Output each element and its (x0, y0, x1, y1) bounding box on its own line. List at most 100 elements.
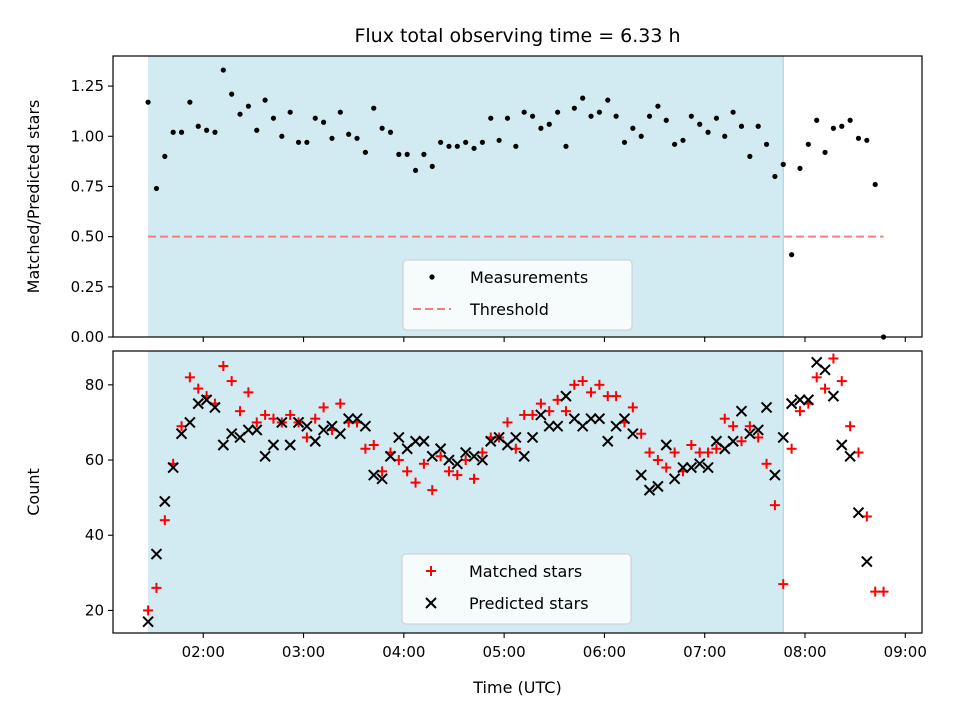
predicted-star-mark-b (844, 450, 856, 462)
matched-star-point (560, 406, 571, 417)
measurement-point (605, 97, 611, 103)
matched-star-point (402, 466, 413, 477)
predicted-star-mark-b (292, 416, 305, 429)
series-predicted-stars (142, 356, 873, 628)
matched-star-point (728, 421, 739, 432)
measurement-point (613, 113, 619, 119)
y-tick-label: 20 (85, 601, 104, 619)
measurement-point (329, 135, 335, 141)
measurement-point (596, 109, 603, 115)
predicted-star-point (485, 435, 497, 447)
predicted-star-point (727, 435, 739, 447)
predicted-star-mark-b (568, 412, 581, 425)
matched-star-point (159, 515, 170, 526)
predicted-star-point (184, 416, 196, 429)
x-tick-label: 08:00 (783, 643, 826, 661)
predicted-star-mark-b (693, 458, 706, 470)
predicted-star-point (652, 480, 664, 493)
measurement-point (404, 151, 410, 157)
legend: Measurements Threshold (402, 259, 633, 331)
measurement-point (178, 129, 185, 135)
matched-star-point (410, 477, 421, 488)
predicted-star-point (635, 469, 647, 481)
measurement-point (722, 133, 728, 139)
x-tick-label: 06:00 (583, 643, 626, 661)
measurement-point (295, 139, 302, 145)
measurement-point (471, 145, 477, 151)
measurement-point (454, 143, 460, 149)
predicted-star-point (242, 424, 255, 436)
matched-star-point (636, 428, 647, 439)
matched-star-point (644, 447, 655, 458)
measurement-point (446, 143, 452, 149)
matched-star-point (870, 586, 881, 597)
matched-star-point (669, 447, 680, 458)
predicted-star-point (434, 443, 447, 455)
predicted-star-point (760, 401, 773, 414)
matched-star-point (820, 383, 831, 394)
predicted-star-point (677, 461, 689, 474)
matched-star-point (368, 440, 379, 450)
measurement-point (763, 141, 770, 147)
predicted-star-point (518, 450, 530, 462)
measurement-point (705, 129, 711, 135)
matched-star-point (786, 443, 797, 454)
y-axis-label: Count (24, 468, 43, 516)
legend-box (401, 553, 632, 625)
measurement-point (580, 95, 586, 101)
predicted-star-point (585, 412, 597, 425)
measurement-point (747, 153, 753, 159)
predicted-star-point (468, 450, 480, 462)
matched-star-point (527, 409, 538, 420)
measurement-point (479, 139, 485, 145)
predicted-star-mark-b (200, 394, 213, 406)
measurement-point (814, 117, 820, 123)
predicted-star-mark-b (535, 409, 547, 421)
predicted-star-mark-b (635, 469, 647, 481)
measurement-point (262, 97, 268, 103)
predicted-star-mark-b (861, 555, 873, 568)
predicted-star-point (861, 555, 873, 568)
legend-label: Predicted stars (469, 594, 589, 613)
predicted-star-mark-b (727, 435, 739, 447)
predicted-star-mark-b (526, 431, 539, 444)
predicted-star-mark-b (668, 473, 681, 485)
matched-star-point (193, 383, 204, 394)
predicted-star-mark-b (810, 356, 823, 368)
matched-star-point (661, 462, 672, 473)
y-tick-label: 40 (85, 526, 104, 544)
measurement-point (822, 149, 828, 155)
predicted-star-point (409, 435, 422, 447)
matched-star-point (260, 409, 271, 420)
predicted-star-point (660, 439, 672, 451)
predicted-star-mark-b (317, 424, 330, 436)
measurement-point (680, 137, 686, 143)
predicted-star-point (309, 435, 321, 447)
predicted-star-mark-b (326, 420, 338, 432)
predicted-star-point (744, 428, 756, 440)
matched-star-point (360, 443, 371, 454)
measurement-point (245, 103, 251, 109)
measurement-point (429, 163, 435, 169)
measurement-point (521, 109, 527, 115)
predicted-star-mark-b (175, 428, 188, 440)
measurement-point (688, 113, 694, 119)
measurement-point (630, 125, 636, 131)
matched-star-point (184, 372, 195, 383)
predicted-star-mark-b (602, 435, 614, 447)
predicted-star-mark-b (794, 394, 806, 406)
matched-star-point (418, 458, 429, 469)
measurement-point (354, 135, 360, 141)
predicted-star-point (150, 548, 163, 560)
measurement-point (170, 129, 176, 135)
predicted-star-point (276, 416, 288, 429)
matched-star-point (602, 391, 613, 402)
predicted-star-point (526, 431, 539, 444)
predicted-star-point (167, 461, 179, 474)
matched-star-point (310, 413, 321, 424)
measurement-point (839, 123, 845, 129)
matched-star-point (569, 379, 580, 390)
measurement-point (153, 185, 160, 192)
predicted-star-point (852, 506, 865, 519)
predicted-star-point (159, 495, 171, 508)
